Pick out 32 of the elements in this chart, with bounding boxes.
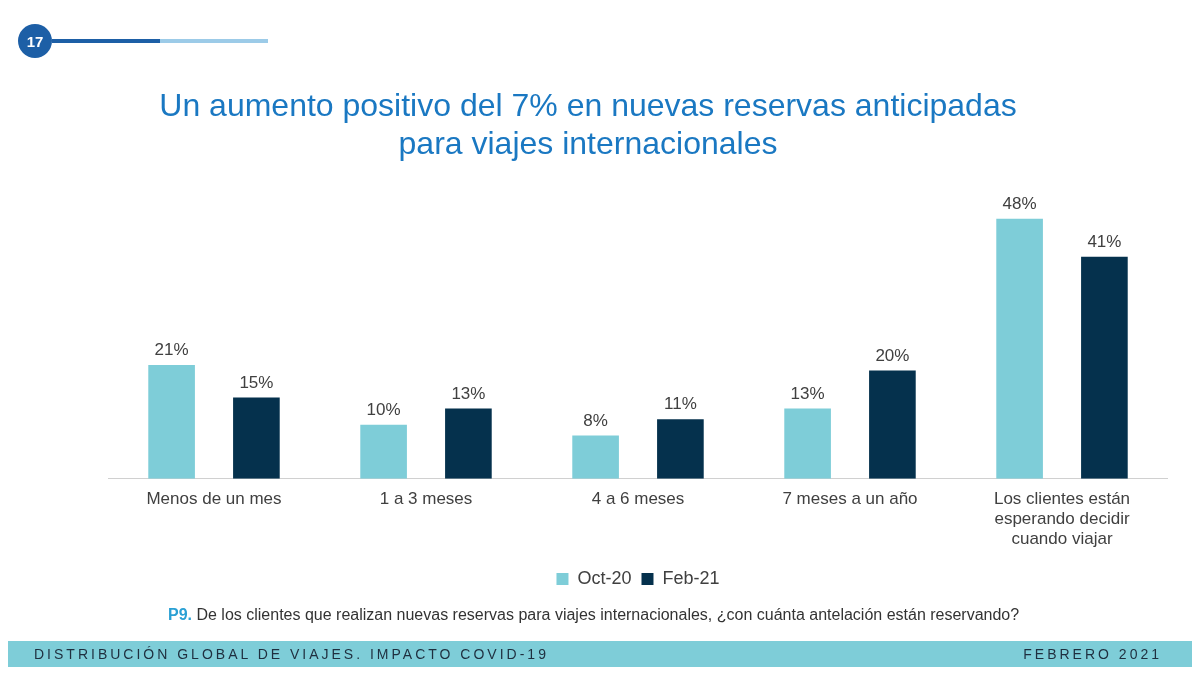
text: FEBRERO 2021 [1023,646,1162,662]
bar [572,435,619,479]
x-tick-label: Los clientes están esperando decidir cuando viajar [993,488,1131,549]
data-label: 10% [366,399,401,419]
bar [445,408,492,479]
x-tick-label: 1 a 3 meses [379,488,473,508]
legend-label: Oct-20 [577,567,632,588]
bar [996,218,1043,479]
data-label: 13% [790,383,825,403]
x-tick-label: Menos de un mes [146,488,282,508]
bar [148,365,195,479]
data-label: 41% [1087,231,1122,251]
x-tick-label: 7 meses a un año [782,488,918,508]
data-label: 8% [583,410,608,430]
bar [657,419,704,479]
bar [784,408,831,479]
bar [233,397,280,479]
text: DISTRIBUCIÓN GLOBAL DE VIAJES. IMPACTO COVID-19 [34,646,549,662]
text: P9. De los clientes que realizan nuevas reservas para viajes internacionales, ¿con cuánta antelación están reservando? [168,606,1020,624]
chart-title: Un aumento positivo del 7% en nuevas reservas anticipadas para viajes internacionales [158,86,1018,162]
bar [869,370,916,479]
bar [360,424,407,479]
data-label: 21% [154,340,189,360]
data-label: 15% [239,372,274,392]
legend-label: Feb-21 [662,567,720,588]
data-label: 20% [875,345,910,365]
data-label: 11% [664,394,697,414]
bar [1081,256,1128,479]
data-label: 13% [451,383,486,403]
data-label: 48% [1002,194,1037,214]
x-tick-label: 4 a 6 meses [591,488,685,508]
text: 17 [18,24,52,58]
